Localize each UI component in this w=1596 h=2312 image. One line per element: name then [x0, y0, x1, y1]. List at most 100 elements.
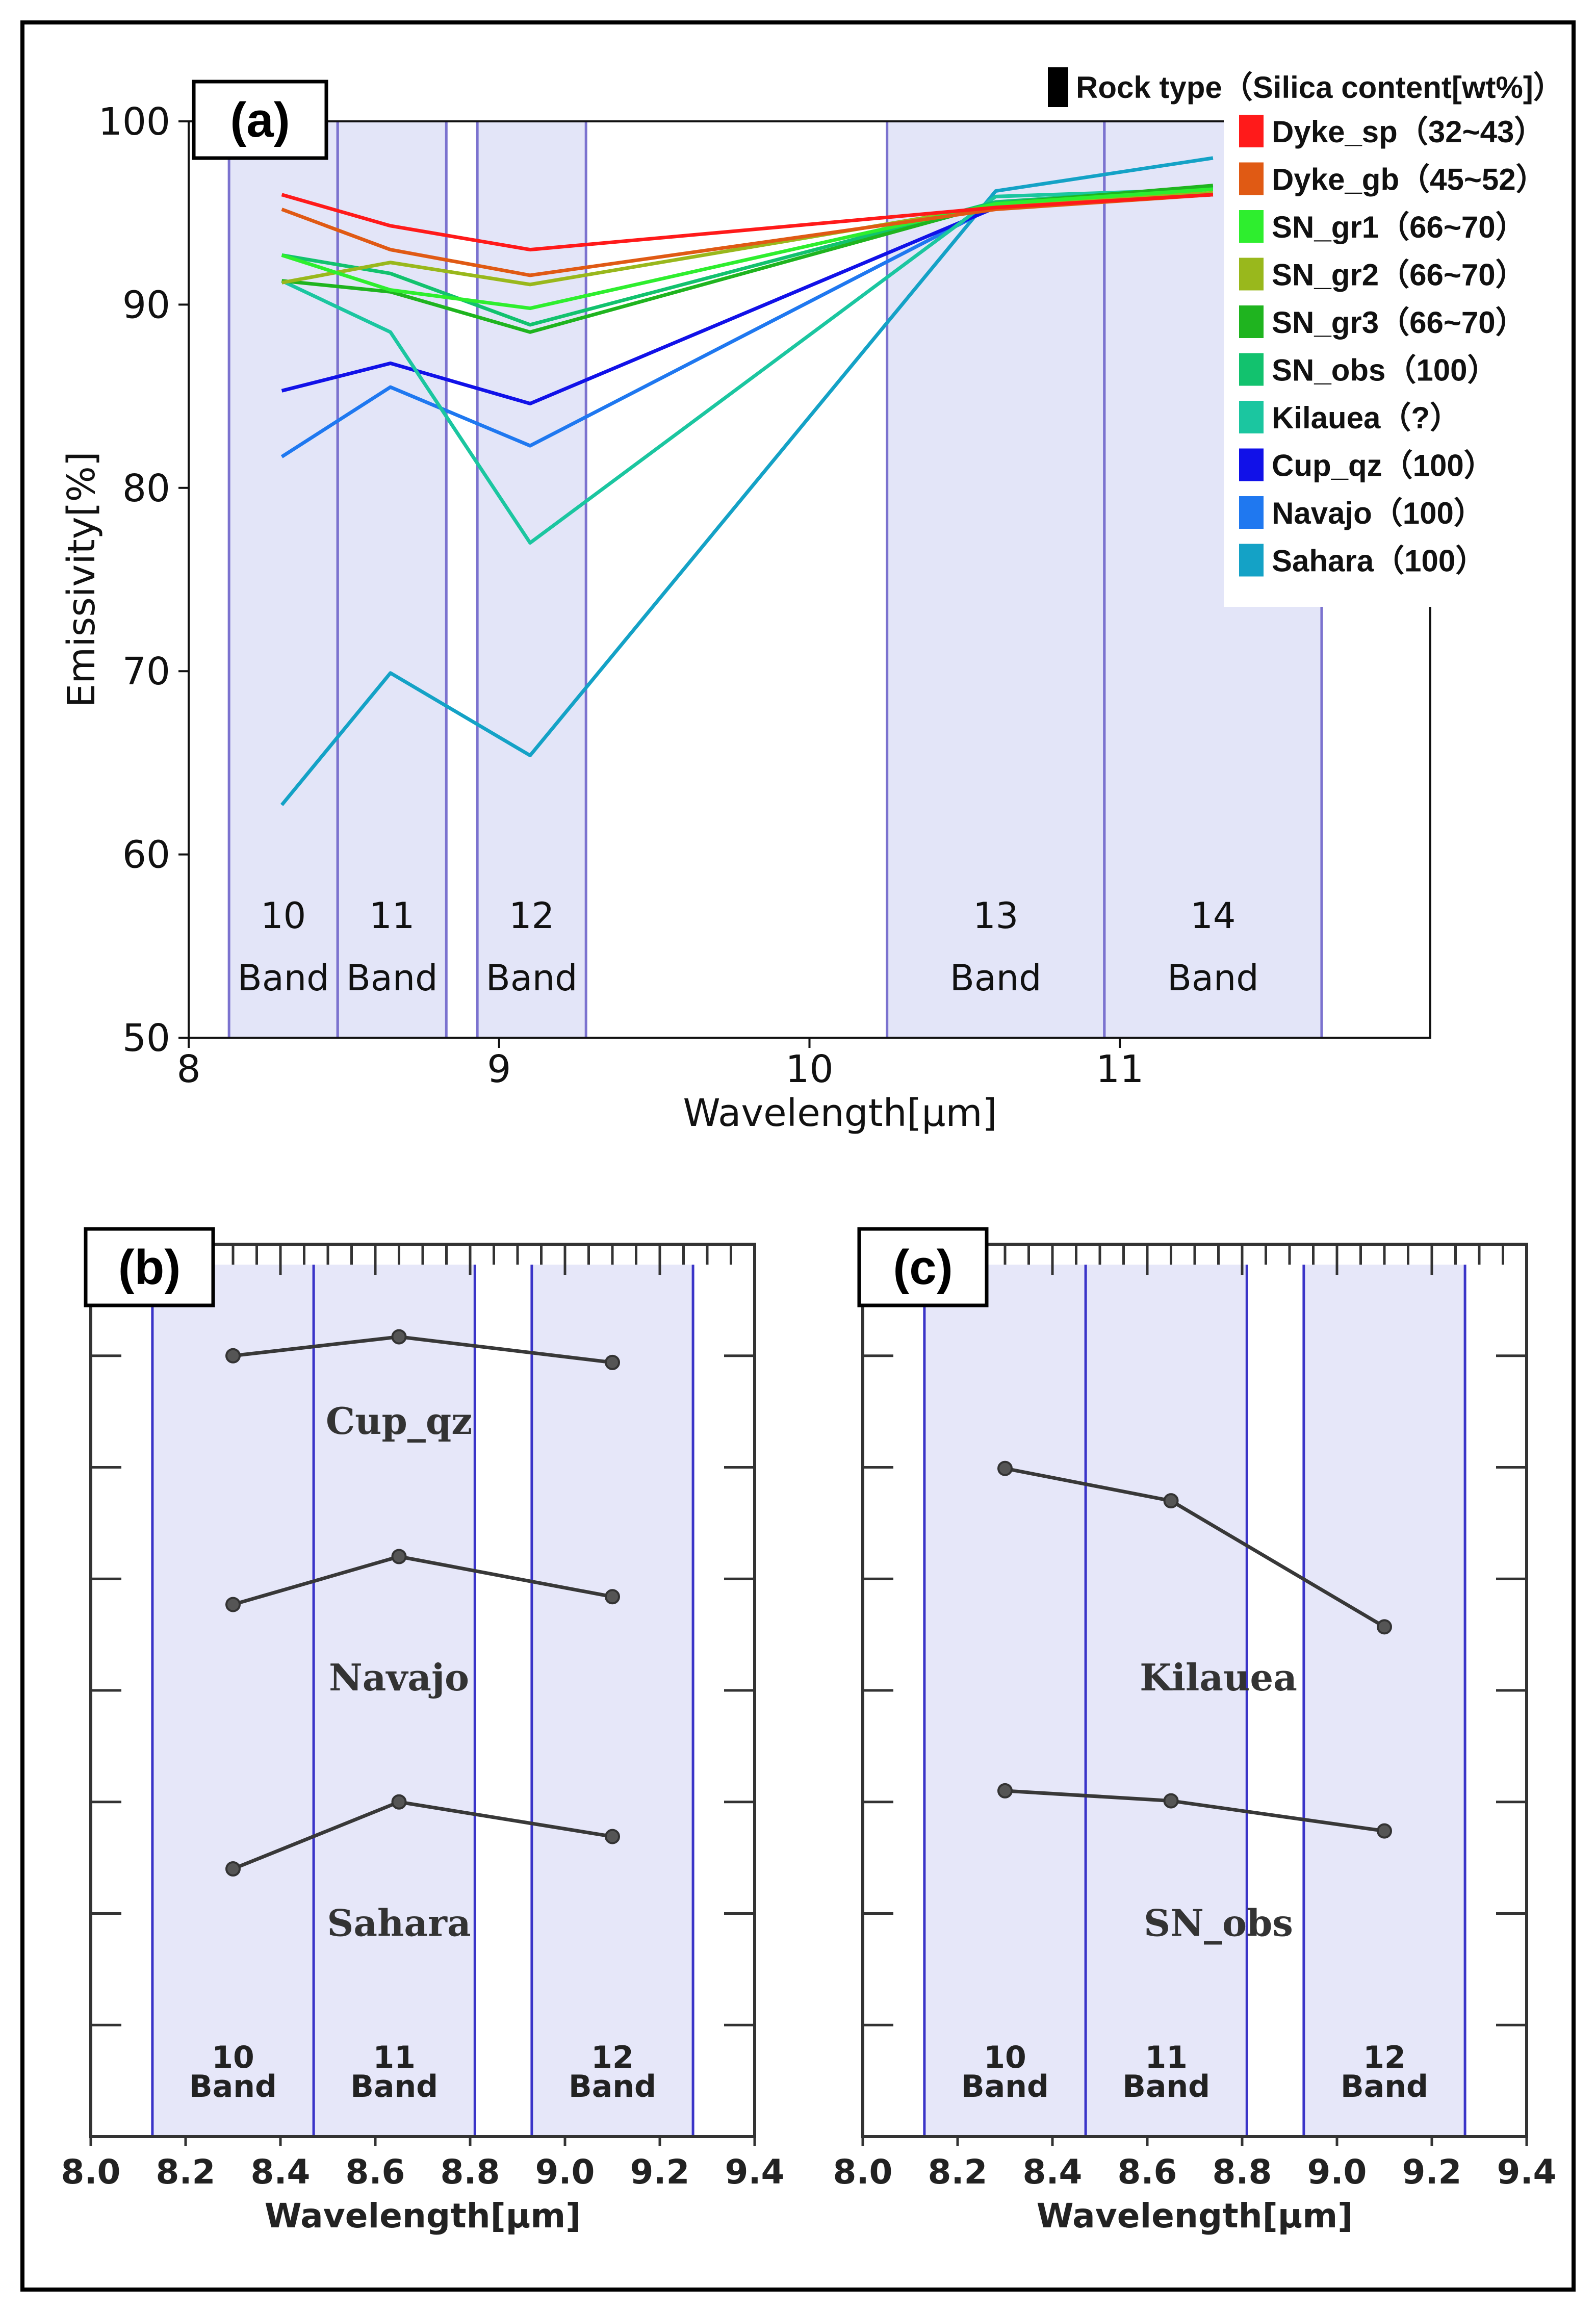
panel-c: 8.0 8.2 8.4 8.6 8.8 9.0 9.2 9.4 Wavelength[µm] 10… [833, 1227, 1557, 2236]
figure-frame [20, 20, 1576, 2292]
data-point-Navajo-2 [605, 1589, 620, 1605]
legend-background [1224, 97, 1555, 607]
legend-swatch-SN_obs [1239, 353, 1264, 386]
band-region-12 [531, 1265, 693, 2137]
y-axis-title-a: Emissivity[%] [60, 451, 104, 707]
x-tick-label-8.6: 8.6 [346, 2152, 405, 2192]
data-point-Cup_qz-1 [391, 1329, 407, 1345]
band-word-10: Band [189, 2069, 277, 2104]
legend-label-SN_obs: SN_obs（100） [1272, 353, 1498, 388]
series-label-SN_obs: SN_obs [1144, 1901, 1293, 1944]
band-word-13: Band [950, 957, 1042, 999]
band-number-14: 14 [1190, 895, 1235, 937]
legend-label-Sahara: Sahara（100） [1272, 544, 1486, 578]
legend-swatch-Dyke_sp [1239, 115, 1264, 147]
legend-label-SN_gr2: SN_gr2（66~70） [1272, 258, 1526, 292]
x-tick-label-8.2: 8.2 [156, 2152, 216, 2192]
legend-title: Rock type（Silica content[wt%]） [1076, 70, 1564, 105]
x-axis-title-a: Wavelength[µm] [683, 1091, 997, 1135]
x-tick-label-8.8: 8.8 [441, 2152, 500, 2192]
legend-swatch-SN_gr2 [1239, 258, 1264, 291]
band-word-11: Band [1122, 2069, 1210, 2104]
x-tick-label-8.0: 8.0 [61, 2152, 121, 2192]
data-point-Navajo-0 [225, 1597, 241, 1612]
panel-label-(b): (b) [118, 1240, 181, 1295]
series-line-SN_gr1 [281, 187, 1214, 311]
band-number-11: 11 [1145, 2040, 1188, 2075]
y-tick-label-50: 50 [122, 1016, 170, 1060]
series-label-Cup_qz: Cup_qz [326, 1399, 472, 1443]
legend-swatch-Navajo [1239, 496, 1264, 529]
legend-swatch-SN_gr1 [1239, 210, 1264, 243]
data-point-Cup_qz-2 [605, 1354, 620, 1370]
band-word-10: Band [238, 957, 329, 999]
y-tick-label-70: 70 [122, 650, 170, 693]
legend-label-Dyke_sp: Dyke_sp（32~43） [1272, 115, 1544, 149]
series-line-Dyke_sp [281, 193, 1214, 252]
x-tick-label-11: 11 [1096, 1047, 1144, 1091]
x-tick-label-9: 9 [487, 1047, 511, 1091]
series-line-SN_gr2 [281, 191, 1214, 287]
panel-label-box-a [192, 80, 328, 160]
series-line-Kilauea [281, 187, 1213, 545]
x-tick-label-8.8: 8.8 [1213, 2152, 1272, 2192]
x-tick-label-9.0: 9.0 [1307, 2152, 1367, 2192]
panel-label-box-(c) [857, 1227, 989, 1307]
legend-label-Cup_qz: Cup_qz（100） [1272, 449, 1495, 483]
legend-label-Navajo: Navajo（100） [1272, 496, 1484, 530]
y-tick-label-80: 80 [122, 467, 170, 510]
panel-label-(c): (c) [893, 1240, 953, 1295]
band-word-11: Band [346, 957, 438, 999]
data-point-Sahara-0 [225, 1861, 241, 1877]
legend-title-swatch [1048, 67, 1068, 107]
series-label-Kilauea: Kilauea [1140, 1656, 1297, 1699]
y-tick-label-100: 100 [98, 100, 170, 144]
legend-swatch-SN_gr3 [1239, 305, 1264, 338]
x-tick-label-9.2: 9.2 [1402, 2152, 1462, 2192]
panel-a: 10 Band 11 Band 12 Band 13 Band 14 Band 50 60 70 80 90… [60, 67, 1564, 1135]
band-number-10: 10 [984, 2040, 1026, 2075]
panel-b: 8.0 8.2 8.4 8.6 8.8 9.0 9.2 9.4 Wavelength[µm] 10… [61, 1227, 785, 2236]
data-point-Kilauea-1 [1163, 1493, 1179, 1509]
data-point-SN_obs-2 [1377, 1823, 1392, 1839]
series-label-Navajo: Navajo [329, 1656, 469, 1699]
data-point-SN_obs-1 [1163, 1793, 1179, 1809]
x-tick-label-8: 8 [176, 1047, 200, 1091]
x-tick-label-10: 10 [785, 1047, 833, 1091]
band-number-11: 11 [369, 895, 415, 937]
legend-swatch-Kilauea [1239, 401, 1264, 433]
data-point-Sahara-1 [391, 1794, 407, 1810]
data-point-Cup_qz-0 [225, 1348, 241, 1364]
x-tick-label-9.4: 9.4 [725, 2152, 785, 2192]
x-tick-label-8.4: 8.4 [1023, 2152, 1083, 2192]
data-point-Navajo-1 [391, 1549, 407, 1564]
legend-swatch-Cup_qz [1239, 448, 1264, 481]
x-tick-label-9.2: 9.2 [630, 2152, 690, 2192]
band-number-13: 13 [973, 895, 1018, 937]
y-tick-label-90: 90 [122, 283, 170, 327]
x-tick-label-8.4: 8.4 [251, 2152, 311, 2192]
x-axis-title-(b): Wavelength[µm] [265, 2196, 581, 2236]
x-tick-label-9.4: 9.4 [1497, 2152, 1557, 2192]
legend-label-SN_gr3: SN_gr3（66~70） [1272, 305, 1526, 340]
band-number-12: 12 [509, 895, 554, 937]
x-tick-label-8.6: 8.6 [1118, 2152, 1177, 2192]
data-point-SN_obs-0 [997, 1783, 1013, 1799]
band-number-12: 12 [1363, 2040, 1406, 2075]
legend-swatch-Sahara [1239, 544, 1264, 577]
y-tick-label-60: 60 [122, 833, 170, 877]
band-word-12: Band [569, 2069, 656, 2104]
series-label-Sahara: Sahara [327, 1901, 471, 1944]
band-word-12: Band [486, 957, 578, 999]
x-tick-label-9.0: 9.0 [535, 2152, 595, 2192]
band-number-10: 10 [261, 895, 306, 937]
x-tick-label-8.2: 8.2 [928, 2152, 988, 2192]
legend-label-SN_gr1: SN_gr1（66~70） [1272, 210, 1526, 244]
panel-label-a: (a) [230, 93, 290, 147]
legend-label-Dyke_gb: Dyke_gb（45~52） [1272, 163, 1547, 197]
series-line-Sahara [280, 156, 1214, 806]
band-word-10: Band [961, 2069, 1049, 2104]
legend-label-Kilauea: Kilauea（?） [1272, 401, 1460, 435]
band-word-12: Band [1341, 2069, 1428, 2104]
